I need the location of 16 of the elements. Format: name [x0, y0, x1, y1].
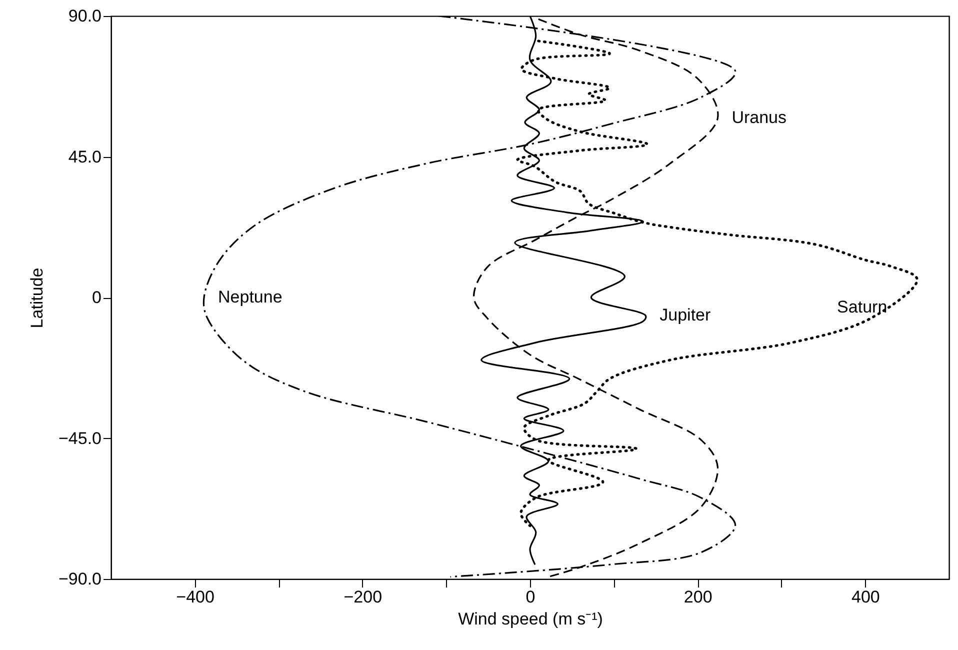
x-tick-label: −200	[344, 588, 382, 606]
series-label: Jupiter	[660, 306, 712, 325]
series-label: Neptune	[218, 288, 282, 306]
x-tick-label: 200	[684, 588, 712, 606]
y-tick-label: 45.0	[68, 147, 102, 166]
x-tick-label: 0	[526, 588, 536, 606]
series-label: Uranus	[732, 108, 787, 127]
y-tick-label: 0	[92, 288, 102, 307]
y-axis-title: Latitude	[27, 268, 46, 328]
x-axis-title: Wind speed (m s⁻¹)	[458, 610, 603, 628]
y-tick-label: −45.0	[58, 428, 102, 448]
series-label: Saturn	[837, 297, 888, 316]
y-tick-label: 90.0	[68, 6, 102, 26]
x-tick-label: 400	[852, 588, 880, 606]
y-tick-label: −90.0	[58, 570, 102, 588]
x-tick-label: −400	[176, 588, 214, 606]
